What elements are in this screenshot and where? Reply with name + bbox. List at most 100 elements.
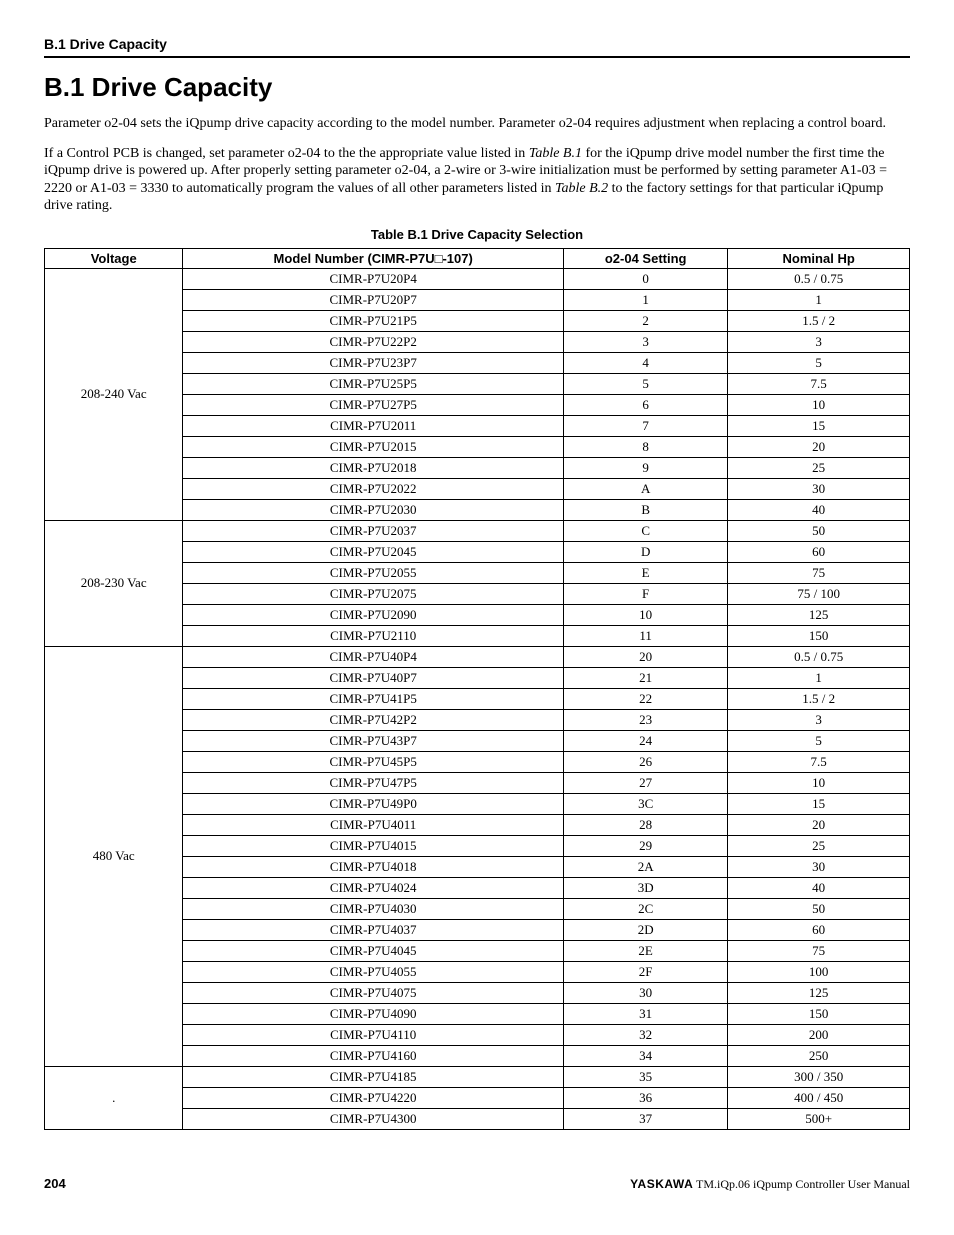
table-cell: 3 — [563, 331, 727, 352]
table-cell: 10 — [563, 604, 727, 625]
table-cell: 20 — [728, 436, 910, 457]
table-cell: 29 — [563, 835, 727, 856]
table-cell: CIMR-P7U41P5 — [183, 688, 564, 709]
table-cell: CIMR-P7U2022 — [183, 478, 564, 499]
rule — [44, 56, 910, 58]
running-head: B.1 Drive Capacity — [44, 36, 910, 52]
voltage-cell: 480 Vac — [45, 646, 183, 1066]
section-title: B.1 Drive Capacity — [44, 72, 910, 103]
table-cell: 2 — [563, 310, 727, 331]
table-cell: CIMR-P7U42P2 — [183, 709, 564, 730]
table-cell: CIMR-P7U20P4 — [183, 268, 564, 289]
table-ref-2: Table B.2 — [555, 181, 608, 196]
table-cell: 7 — [563, 415, 727, 436]
table-cell: 32 — [563, 1024, 727, 1045]
table-cell: 30 — [563, 982, 727, 1003]
table-cell: 3C — [563, 793, 727, 814]
table-cell: CIMR-P7U2018 — [183, 457, 564, 478]
table-cell: 300 / 350 — [728, 1066, 910, 1087]
table-header: Model Number (CIMR-P7U□-107) — [183, 248, 564, 268]
table-cell: CIMR-P7U2045 — [183, 541, 564, 562]
table-cell: CIMR-P7U4220 — [183, 1087, 564, 1108]
table-cell: CIMR-P7U2055 — [183, 562, 564, 583]
table-cell: 2E — [563, 940, 727, 961]
table-cell: CIMR-P7U22P2 — [183, 331, 564, 352]
page-number: 204 — [44, 1176, 66, 1191]
table-cell: 75 / 100 — [728, 583, 910, 604]
table-row: 208-240 VacCIMR-P7U20P400.5 / 0.75 — [45, 268, 910, 289]
table-cell: CIMR-P7U49P0 — [183, 793, 564, 814]
table-cell: 5 — [563, 373, 727, 394]
table-cell: 6 — [563, 394, 727, 415]
table-cell: CIMR-P7U4185 — [183, 1066, 564, 1087]
table-cell: 36 — [563, 1087, 727, 1108]
table-cell: 23 — [563, 709, 727, 730]
table-cell: CIMR-P7U4045 — [183, 940, 564, 961]
table-cell: 34 — [563, 1045, 727, 1066]
table-cell: 125 — [728, 982, 910, 1003]
table-cell: 2A — [563, 856, 727, 877]
table-cell: 37 — [563, 1108, 727, 1129]
table-cell: 10 — [728, 772, 910, 793]
table-cell: 2C — [563, 898, 727, 919]
table-ref-1: Table B.1 — [529, 146, 582, 161]
table-cell: 26 — [563, 751, 727, 772]
table-caption: Table B.1 Drive Capacity Selection — [44, 227, 910, 242]
table-cell: CIMR-P7U4018 — [183, 856, 564, 877]
table-cell: 1 — [728, 289, 910, 310]
table-cell: CIMR-P7U40P4 — [183, 646, 564, 667]
table-cell: CIMR-P7U4090 — [183, 1003, 564, 1024]
table-cell: 5 — [728, 352, 910, 373]
table-cell: 22 — [563, 688, 727, 709]
table-row: 208-230 VacCIMR-P7U2037C50 — [45, 520, 910, 541]
table-cell: 11 — [563, 625, 727, 646]
table-cell: CIMR-P7U25P5 — [183, 373, 564, 394]
table-cell: 31 — [563, 1003, 727, 1024]
table-cell: 25 — [728, 457, 910, 478]
table-cell: CIMR-P7U2030 — [183, 499, 564, 520]
table-cell: 40 — [728, 877, 910, 898]
table-cell: 0 — [563, 268, 727, 289]
table-cell: 9 — [563, 457, 727, 478]
table-cell: CIMR-P7U40P7 — [183, 667, 564, 688]
table-cell: 5 — [728, 730, 910, 751]
table-cell: 125 — [728, 604, 910, 625]
footer-brand: YASKAWA — [630, 1177, 693, 1191]
table-cell: 60 — [728, 919, 910, 940]
table-cell: 1.5 / 2 — [728, 310, 910, 331]
table-cell: CIMR-P7U47P5 — [183, 772, 564, 793]
table-cell: CIMR-P7U2090 — [183, 604, 564, 625]
table-cell: 60 — [728, 541, 910, 562]
paragraph-1: Parameter o2-04 sets the iQpump drive ca… — [44, 115, 910, 133]
table-cell: CIMR-P7U2011 — [183, 415, 564, 436]
table-cell: 21 — [563, 667, 727, 688]
table-cell: F — [563, 583, 727, 604]
table-header: Nominal Hp — [728, 248, 910, 268]
table-cell: 8 — [563, 436, 727, 457]
table-cell: CIMR-P7U4030 — [183, 898, 564, 919]
table-cell: 3 — [728, 331, 910, 352]
table-cell: 10 — [728, 394, 910, 415]
table-cell: CIMR-P7U23P7 — [183, 352, 564, 373]
table-cell: 75 — [728, 940, 910, 961]
table-cell: 1.5 / 2 — [728, 688, 910, 709]
table-cell: CIMR-P7U2037 — [183, 520, 564, 541]
table-cell: 75 — [728, 562, 910, 583]
table-cell: 28 — [563, 814, 727, 835]
table-cell: 50 — [728, 898, 910, 919]
table-cell: CIMR-P7U2015 — [183, 436, 564, 457]
table-header: o2-04 Setting — [563, 248, 727, 268]
table-cell: CIMR-P7U4015 — [183, 835, 564, 856]
table-cell: 15 — [728, 793, 910, 814]
table-cell: B — [563, 499, 727, 520]
table-header-row: VoltageModel Number (CIMR-P7U□-107)o2-04… — [45, 248, 910, 268]
table-cell: 25 — [728, 835, 910, 856]
table-cell: 20 — [563, 646, 727, 667]
drive-capacity-table: VoltageModel Number (CIMR-P7U□-107)o2-04… — [44, 248, 910, 1130]
table-cell: 1 — [728, 667, 910, 688]
table-cell: CIMR-P7U2075 — [183, 583, 564, 604]
table-cell: CIMR-P7U4075 — [183, 982, 564, 1003]
table-cell: CIMR-P7U4300 — [183, 1108, 564, 1129]
table-cell: 30 — [728, 856, 910, 877]
table-row: .CIMR-P7U418535300 / 350 — [45, 1066, 910, 1087]
